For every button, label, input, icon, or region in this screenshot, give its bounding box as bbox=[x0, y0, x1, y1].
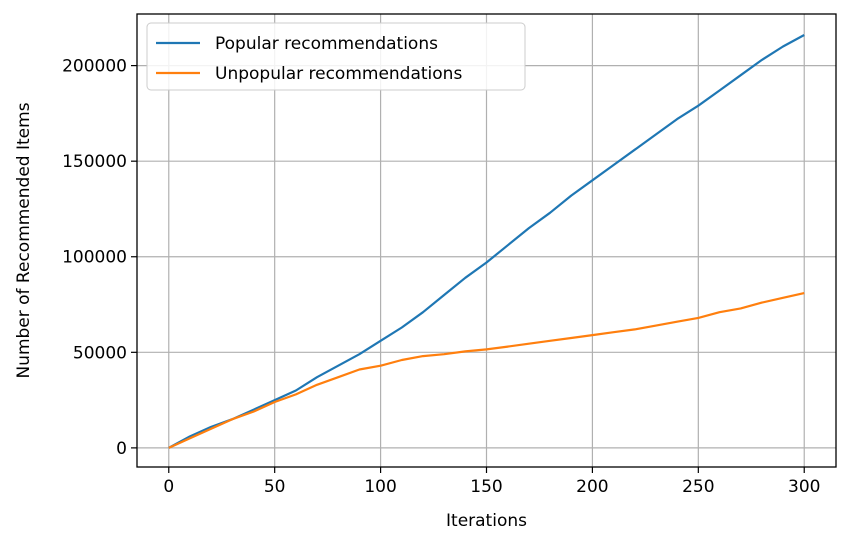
legend-label: Unpopular recommendations bbox=[215, 64, 462, 84]
y-tick-label: 100000 bbox=[62, 248, 127, 268]
y-tick-label: 150000 bbox=[62, 152, 127, 172]
y-axis-label: Number of Recommended Items bbox=[14, 102, 34, 378]
x-tick-label: 150 bbox=[470, 477, 502, 497]
legend-label: Popular recommendations bbox=[215, 34, 438, 54]
x-tick-label: 100 bbox=[364, 477, 396, 497]
legend: Popular recommendations Unpopular recomme… bbox=[146, 22, 526, 91]
x-tick-label: 300 bbox=[788, 477, 820, 497]
legend-box bbox=[146, 22, 526, 91]
series-line-popular bbox=[168, 34, 805, 449]
y-tick-label: 50000 bbox=[73, 343, 127, 363]
x-tick-label: 200 bbox=[576, 477, 608, 497]
x-tick-label: 250 bbox=[682, 477, 714, 497]
x-tick-label: 0 bbox=[163, 477, 174, 497]
y-tick-label: 200000 bbox=[62, 57, 127, 77]
plot-area bbox=[168, 34, 805, 449]
tick-group: 0 50 100 150 200 250 300 0 50000 100000 150000 2000… bbox=[62, 57, 820, 497]
y-tick-label: 0 bbox=[116, 439, 127, 459]
x-tick-label: 50 bbox=[264, 477, 286, 497]
series-line-unpopular bbox=[168, 292, 805, 449]
x-axis-label: Iterations bbox=[446, 511, 527, 531]
